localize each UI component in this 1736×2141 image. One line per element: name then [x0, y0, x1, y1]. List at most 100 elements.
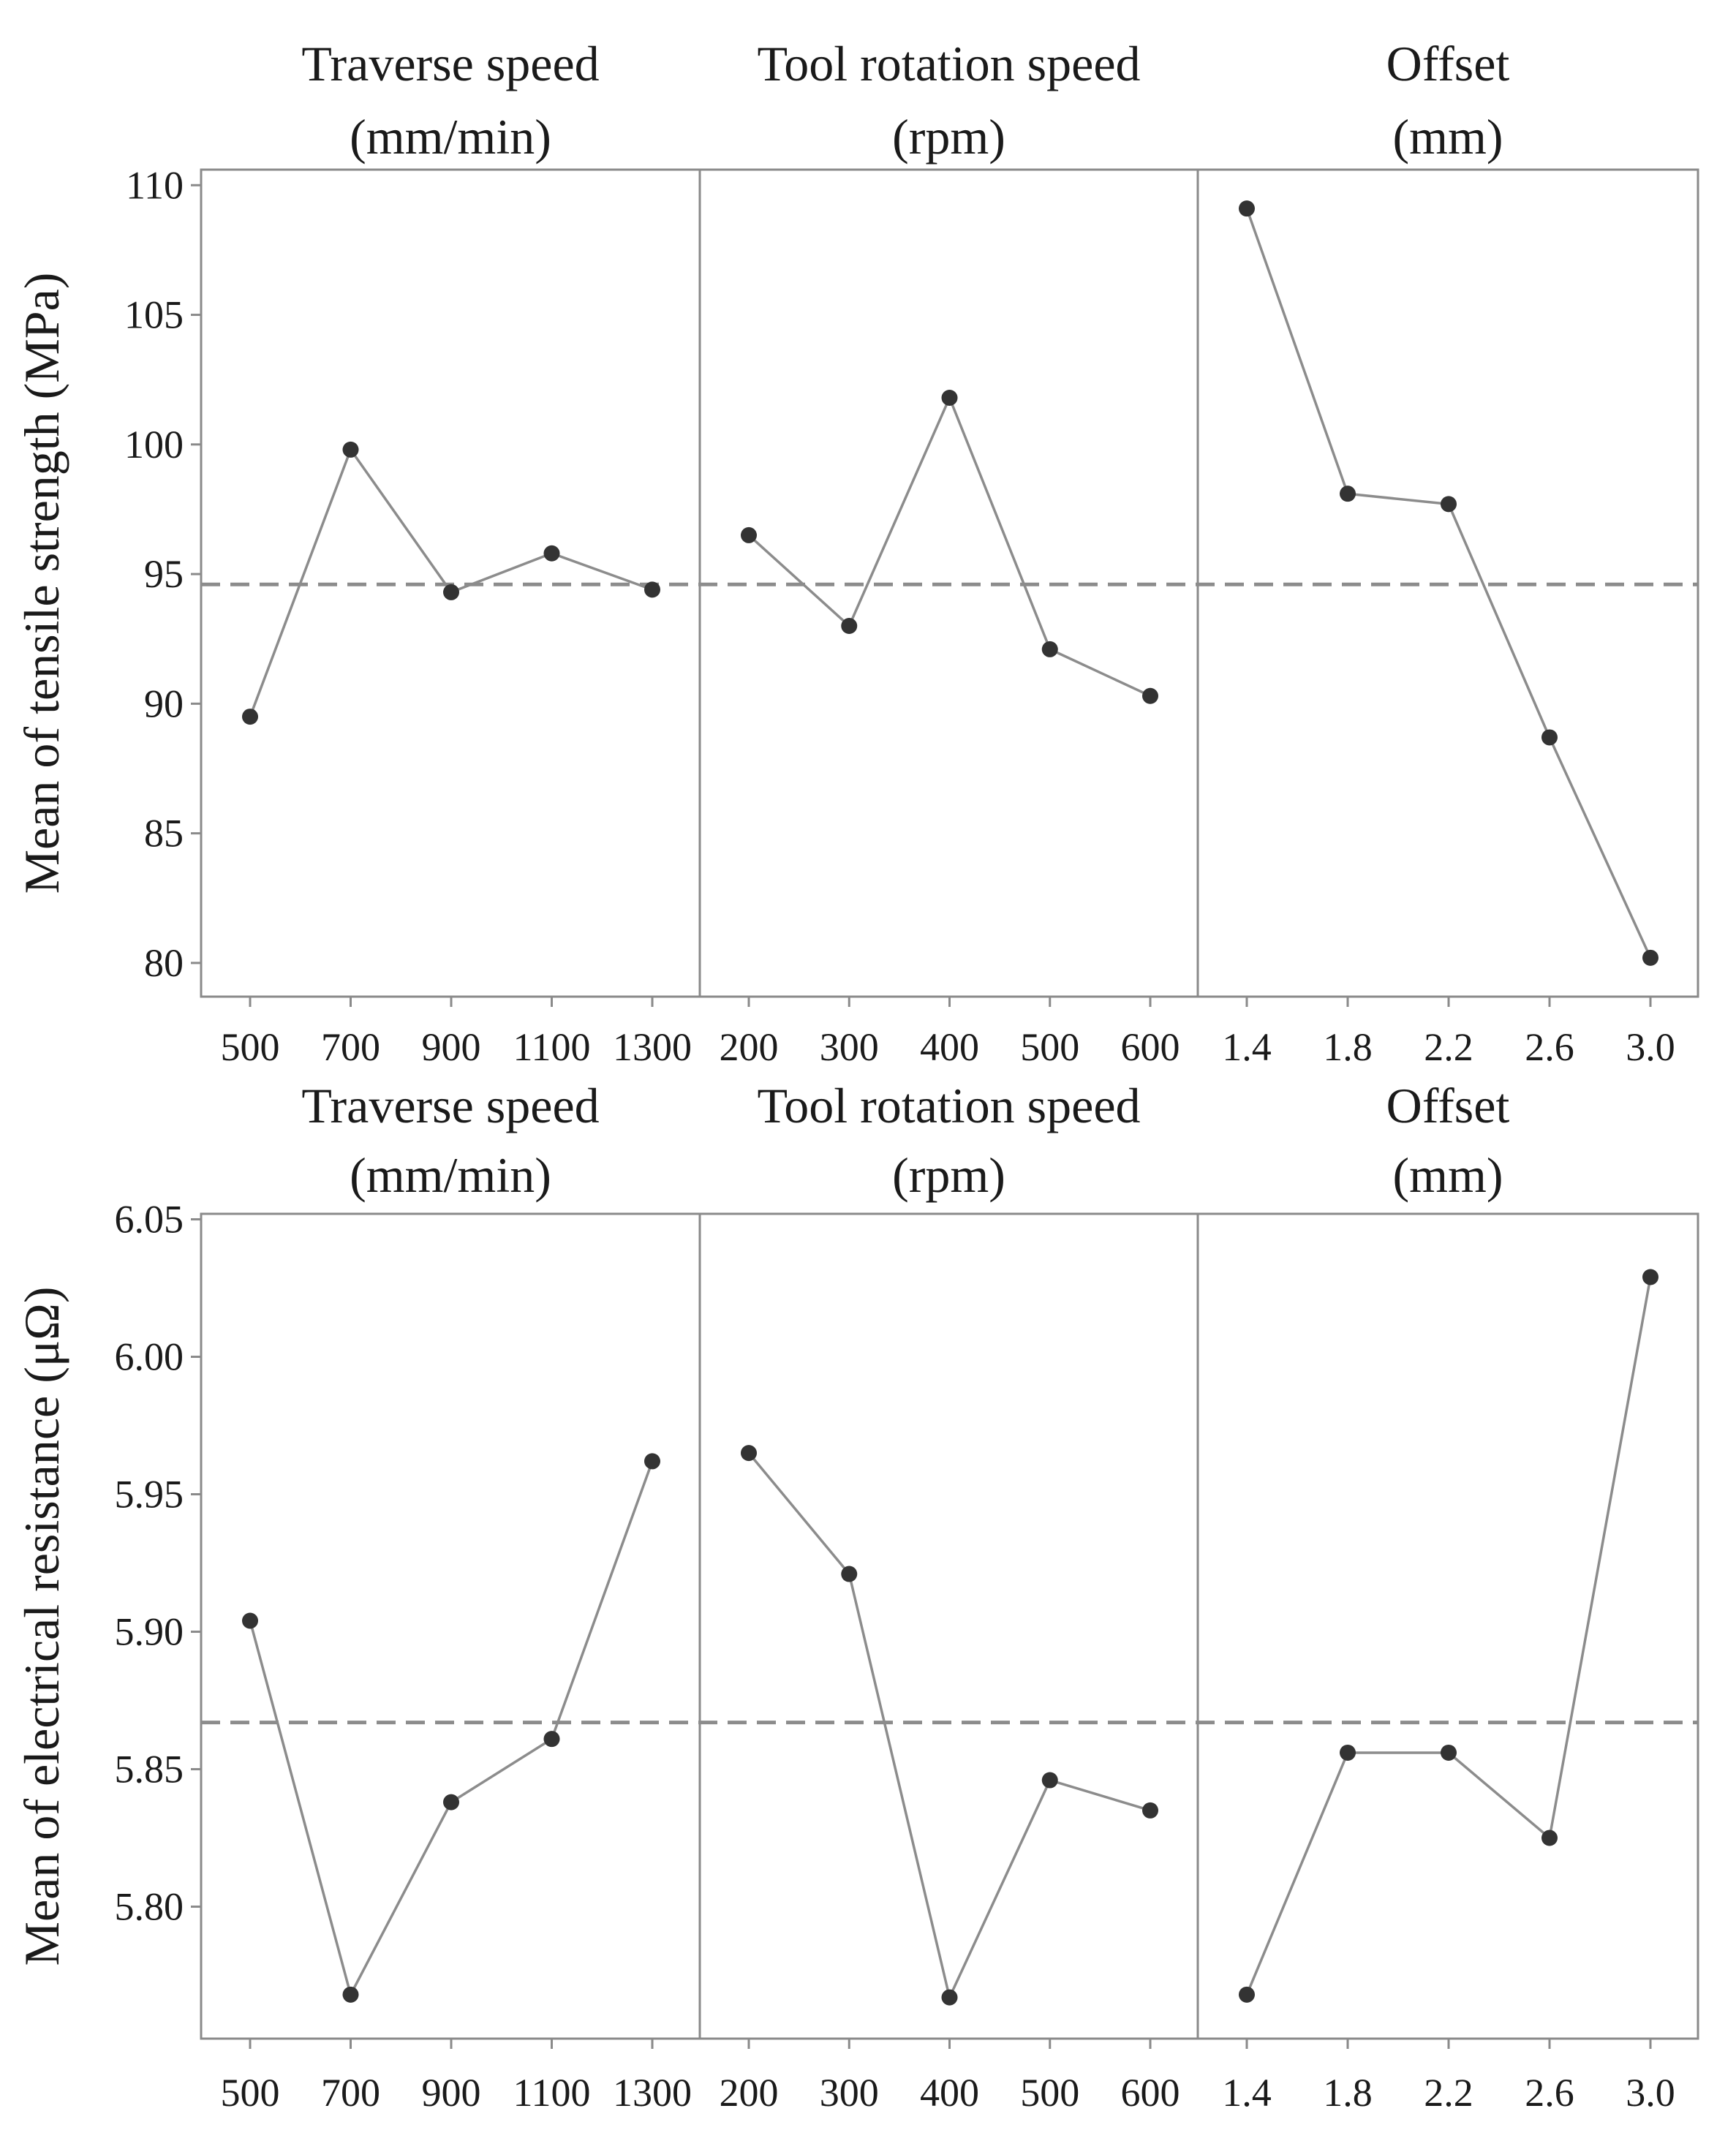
x-tick-label: 200 [720, 2071, 779, 2115]
x-tick-label: 900 [422, 2071, 481, 2115]
data-point [1541, 729, 1558, 746]
y-tick-label: 90 [144, 681, 184, 725]
x-tick-label: 700 [321, 2071, 380, 2115]
series-line [249, 1460, 654, 1998]
y-tick-label: 5.90 [115, 1610, 184, 1654]
y-tick-label: 5.95 [115, 1473, 184, 1517]
x-tick-label: 600 [1121, 1025, 1180, 1069]
panel-unit: (mm/min) [350, 1147, 551, 1203]
y-tick-label: 5.85 [115, 1748, 184, 1791]
data-point [1041, 641, 1058, 657]
x-tick-label: 300 [820, 1025, 879, 1069]
y-tick-label: 95 [144, 552, 184, 596]
plot-frame [200, 1212, 1699, 2040]
panel-title: Offset [1386, 1078, 1510, 1133]
data-point [1239, 1986, 1255, 2003]
factor-panel: Offset (mm) 1.4 1.8 2.2 2.6 3.0 [1222, 36, 1675, 1069]
data-point [941, 1989, 958, 2006]
x-tick-label: 3.0 [1626, 1025, 1675, 1069]
data-point [443, 1794, 459, 1810]
data-point [841, 618, 858, 634]
x-tick-label: 400 [920, 2071, 979, 2115]
y-tick-label: 6.05 [115, 1198, 184, 1242]
panel-unit: (mm) [1392, 109, 1503, 165]
y-axis-title: Mean of tensile strength (MPa) [14, 273, 69, 894]
factor-panel: Traverse speed (mm/min) 500 700 900 1100 1300 [221, 1078, 692, 2115]
panel-title: Offset [1386, 36, 1510, 91]
x-tick-label: 1300 [613, 2071, 692, 2115]
data-point [644, 581, 660, 598]
panel-title: Traverse speed [301, 1078, 599, 1133]
data-point [1340, 1744, 1356, 1761]
x-tick-label: 600 [1121, 2071, 1180, 2115]
x-tick-label: 2.2 [1424, 1025, 1473, 1069]
x-tick-label: 500 [1020, 1025, 1079, 1069]
series-line [747, 1451, 1151, 2001]
data-point [443, 584, 459, 600]
x-tick-label: 500 [221, 2071, 280, 2115]
x-tick-label: 1100 [513, 2071, 591, 2115]
x-tick-label: 1.4 [1222, 2071, 1272, 2115]
series-line [747, 394, 1151, 698]
panel-unit: (rpm) [892, 1147, 1005, 1203]
y-tick-label: 105 [124, 293, 184, 337]
x-tick-label: 300 [820, 2071, 879, 2115]
panel-unit: (mm) [1392, 1147, 1503, 1203]
series-line [1245, 1277, 1652, 1995]
data-point [1239, 200, 1255, 217]
data-point [941, 390, 958, 406]
chart-2: 5.80 5.85 5.90 5.95 6.00 6.05 Mean of electric… [14, 1078, 1699, 2115]
y-axis-title: Mean of electrical resistance (μΩ) [14, 1287, 69, 1966]
x-tick-label: 500 [1020, 2071, 1079, 2115]
data-point [342, 441, 359, 458]
panel-unit: (rpm) [892, 109, 1005, 165]
y-tick-label: 5.80 [115, 1885, 184, 1929]
data-point [543, 1731, 560, 1748]
x-tick-label: 200 [720, 1025, 779, 1069]
data-point [1340, 486, 1356, 502]
y-tick-label: 100 [124, 423, 184, 467]
x-tick-label: 900 [422, 1025, 481, 1069]
y-tick-label: 110 [126, 163, 184, 207]
x-tick-label: 1.4 [1222, 1025, 1272, 1069]
data-point [741, 526, 757, 543]
panel-title: Tool rotation speed [757, 36, 1140, 91]
data-point [644, 1453, 660, 1470]
x-tick-label: 1300 [613, 1025, 692, 1069]
factor-panel: Tool rotation speed (rpm) 200 300 400 500 600 [720, 36, 1180, 1069]
x-tick-label: 2.2 [1424, 2071, 1473, 2115]
data-point [1142, 1802, 1158, 1819]
data-point [841, 1566, 858, 1582]
factor-panel: Offset (mm) 1.4 1.8 2.2 2.6 3.0 [1222, 1078, 1675, 2115]
factor-panel: Tool rotation speed (rpm) 200 300 400 500 600 [720, 1078, 1180, 2115]
x-tick-label: 3.0 [1626, 2071, 1675, 2115]
data-point [242, 1612, 258, 1629]
data-point [1541, 1830, 1558, 1846]
y-tick-label: 85 [144, 812, 184, 856]
data-point [741, 1445, 757, 1462]
panel-title: Traverse speed [301, 36, 599, 91]
data-point [543, 545, 560, 562]
data-point [342, 1986, 359, 2003]
data-point [242, 709, 258, 725]
x-tick-label: 400 [920, 1025, 979, 1069]
data-point [1642, 949, 1658, 966]
data-point [1642, 1269, 1658, 1285]
y-tick-label: 6.00 [115, 1335, 184, 1379]
y-tick-label: 80 [144, 941, 184, 985]
x-tick-label: 2.6 [1525, 2071, 1574, 2115]
data-point [1441, 1744, 1457, 1761]
panel-unit: (mm/min) [350, 109, 551, 165]
chart-1: 80 85 90 95 100 105 110 Mean of tensile strengt… [14, 36, 1699, 1069]
data-point [1142, 687, 1158, 704]
x-tick-label: 1.8 [1323, 1025, 1373, 1069]
data-point [1041, 1772, 1058, 1789]
x-tick-label: 2.6 [1525, 1025, 1574, 1069]
x-tick-label: 500 [221, 1025, 280, 1069]
x-tick-label: 1.8 [1323, 2071, 1373, 2115]
data-point [1441, 496, 1457, 513]
x-tick-label: 700 [321, 1025, 380, 1069]
x-tick-label: 1100 [513, 1025, 591, 1069]
factor-panel: Traverse speed (mm/min) 500 700 900 1100 1300 [221, 36, 692, 1069]
